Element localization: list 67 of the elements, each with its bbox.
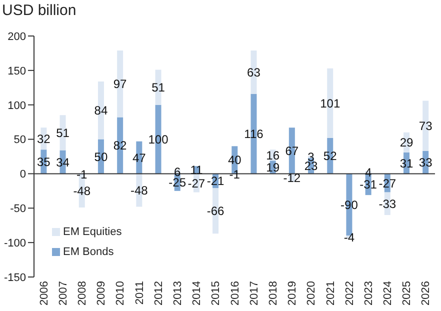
y-tick-label: 150 xyxy=(8,65,26,78)
x-tick-label: 2019 xyxy=(286,281,299,306)
x-tick-label: 2022 xyxy=(344,281,356,306)
data-label: 47 xyxy=(132,150,146,165)
data-label: -21 xyxy=(206,174,225,188)
data-label: 84 xyxy=(94,104,108,118)
x-tick-label: 2011 xyxy=(134,281,146,305)
x-tick-label: 2020 xyxy=(306,281,318,306)
legend-label: EM Bonds xyxy=(62,245,115,260)
data-label: -48 xyxy=(130,184,148,198)
x-tick-label: 2009 xyxy=(96,281,108,306)
data-label: 34 xyxy=(56,155,70,170)
x-tick-label: 2015 xyxy=(210,281,222,306)
data-label: 51 xyxy=(152,80,166,95)
data-label: 82 xyxy=(113,138,128,153)
data-label: 16 xyxy=(266,148,280,162)
data-label: 50 xyxy=(94,150,108,164)
data-label: 19 xyxy=(266,160,280,174)
data-label: 31 xyxy=(400,156,414,170)
data-label: -27 xyxy=(378,176,396,190)
data-label: 97 xyxy=(113,77,128,92)
data-label: -27 xyxy=(188,176,206,190)
x-tick-label: 2023 xyxy=(362,281,375,306)
data-label: 101 xyxy=(320,96,340,110)
x-tick-label: 2007 xyxy=(57,281,70,306)
data-label: 73 xyxy=(418,119,433,134)
data-label: -33 xyxy=(378,196,396,211)
data-label: 32 xyxy=(37,132,51,146)
y-tick-label: 0 xyxy=(20,168,26,181)
data-label: -25 xyxy=(168,176,186,190)
x-tick-label: 2012 xyxy=(152,281,165,306)
x-tick-label: 2026 xyxy=(420,281,432,306)
y-tick-label: 50 xyxy=(14,134,26,146)
x-tick-label: 2025 xyxy=(401,281,414,306)
y-tick-label: -100 xyxy=(4,237,26,250)
x-tick-label: 2006 xyxy=(38,281,50,306)
data-label: -90 xyxy=(340,198,358,212)
data-label: 67 xyxy=(285,144,299,158)
data-label: 29 xyxy=(400,136,414,150)
x-tick-label: 2018 xyxy=(268,281,280,306)
data-label: 35 xyxy=(37,154,51,169)
data-label: 116 xyxy=(244,127,264,142)
data-label: 52 xyxy=(323,149,338,164)
y-tick-label: -150 xyxy=(4,272,26,284)
data-label: 51 xyxy=(56,126,70,140)
y-tick-label: 100 xyxy=(8,100,26,112)
x-tick-label: 2010 xyxy=(114,281,127,306)
y-axis-title: USD billion xyxy=(2,2,76,19)
data-label: 63 xyxy=(247,65,261,80)
x-tick-label: 2016 xyxy=(229,281,242,306)
data-label: -12 xyxy=(283,171,301,186)
x-tick-label: 2017 xyxy=(248,281,260,306)
x-tick-label: 2013 xyxy=(172,281,184,306)
data-label: 40 xyxy=(228,153,242,168)
data-label: -48 xyxy=(73,184,91,198)
x-tick-label: 2014 xyxy=(191,281,204,306)
data-label: -4 xyxy=(344,230,355,244)
x-tick-label: 2021 xyxy=(324,281,337,306)
data-label: 100 xyxy=(148,132,169,147)
data-label: 33 xyxy=(418,156,433,170)
y-tick-label: -50 xyxy=(10,203,26,216)
data-label: -31 xyxy=(360,178,378,192)
legend-label: EM Equities xyxy=(62,225,122,240)
y-tick-label: 200 xyxy=(8,30,26,43)
x-tick-label: 2024 xyxy=(382,281,394,306)
x-tick-label: 2008 xyxy=(76,281,89,306)
data-label: -66 xyxy=(206,204,225,218)
